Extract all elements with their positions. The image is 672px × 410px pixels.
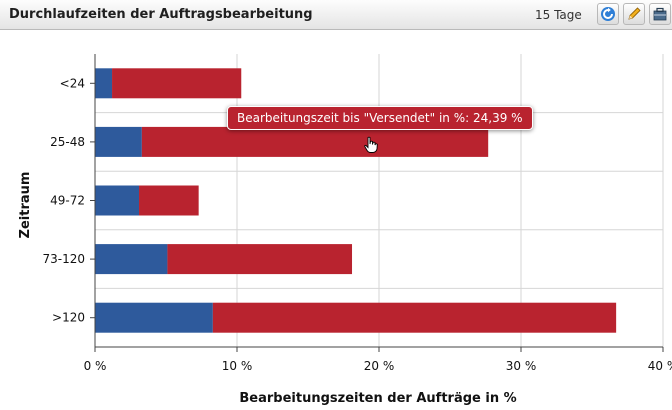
- bars: [95, 68, 617, 333]
- refresh-button[interactable]: [597, 3, 619, 25]
- x-tick-label: 0 %: [84, 359, 107, 373]
- bar-segment: [95, 302, 213, 333]
- y-tick-label: 73-120: [42, 252, 85, 266]
- bar-segment: [95, 244, 168, 275]
- pencil-icon: [628, 7, 641, 20]
- y-tick-label: 49-72: [50, 194, 85, 208]
- x-tick-label: 20 %: [364, 359, 395, 373]
- bar-segment: [112, 68, 242, 99]
- bar-segment: [95, 68, 113, 99]
- axes: 0 % 10 % 20 % 30 % 40 % <24 25-48 49-72 73-120 >1…: [42, 54, 672, 373]
- refresh-icon: [601, 7, 615, 21]
- period-label: 15 Tage: [535, 8, 582, 22]
- bar-segment: [139, 185, 199, 216]
- y-axis-title: Zeitraum: [18, 172, 33, 239]
- x-axis-title: Bearbeitungszeiten der Aufträge in %: [239, 391, 516, 406]
- y-tick-label: <24: [60, 76, 85, 90]
- toolbox-icon: [653, 7, 667, 21]
- bar-chart: 0 % 10 % 20 % 30 % 40 % <24 25-48 49-72 73-120 >1…: [18, 54, 672, 406]
- bar-segment: [95, 126, 142, 157]
- x-tick-label: 40 %: [648, 359, 672, 373]
- data-tooltip: Bearbeitungszeit bis "Versendet" in %: 2…: [227, 106, 533, 130]
- options-button[interactable]: [649, 3, 671, 25]
- y-tick-label: >120: [52, 311, 85, 325]
- bar-segment: [95, 185, 140, 216]
- bar-segment: [141, 126, 489, 157]
- y-tick-label: 25-48: [50, 135, 85, 149]
- x-tick-label: 30 %: [506, 359, 537, 373]
- edit-button[interactable]: [623, 3, 645, 25]
- panel-title: Durchlaufzeiten der Auftragsbearbeitung: [9, 7, 313, 22]
- bar-segment: [167, 244, 353, 275]
- panel-header: Durchlaufzeiten der Auftragsbearbeitung …: [0, 0, 672, 30]
- x-tick-label: 10 %: [222, 359, 253, 373]
- bar-segment: [212, 302, 617, 333]
- hand-cursor-icon: [364, 136, 378, 153]
